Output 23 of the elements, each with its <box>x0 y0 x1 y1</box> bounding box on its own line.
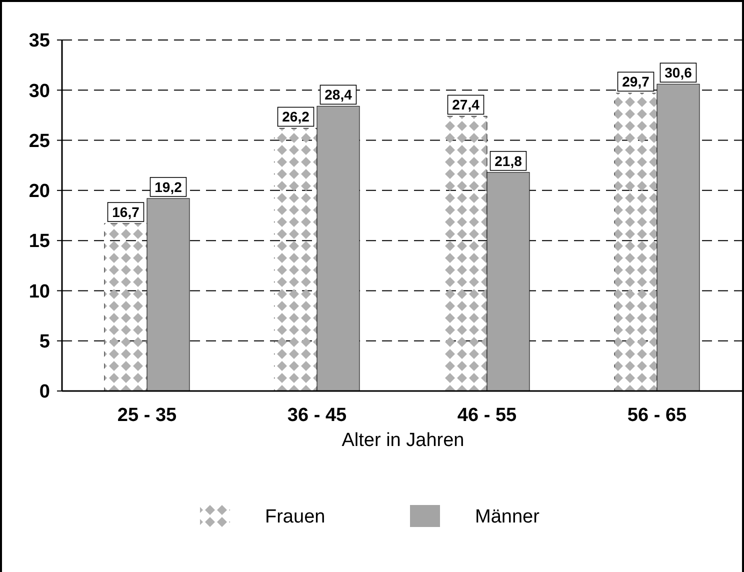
legend-label: Frauen <box>265 506 326 528</box>
data-label: 16,7 <box>112 204 140 220</box>
data-label: 19,2 <box>154 178 182 195</box>
y-tick-label: 5 <box>39 332 50 353</box>
y-tick-label: 35 <box>28 30 50 52</box>
data-label: 21,8 <box>494 152 522 169</box>
data-label: 26,2 <box>282 108 310 125</box>
y-tick-label: 30 <box>28 80 50 102</box>
y-tick-label: 25 <box>28 130 50 152</box>
data-label: 27,4 <box>452 96 480 113</box>
y-tick-label: 0 <box>39 382 50 403</box>
data-label: 30,6 <box>664 64 692 81</box>
x-tick-label: 36 - 45 <box>287 405 348 426</box>
data-label: 29,7 <box>622 74 650 90</box>
x-tick-label: 25 - 35 <box>117 405 178 426</box>
x-tick-label: 46 - 55 <box>457 405 518 426</box>
legend-label: Männer <box>475 506 540 528</box>
y-tick-label: 15 <box>28 231 50 252</box>
x-tick-label: 56 - 65 <box>627 405 688 426</box>
y-tick-label: 10 <box>28 281 50 302</box>
data-label: 28,4 <box>324 86 352 103</box>
x-axis-title: Alter in Jahren <box>342 430 464 451</box>
y-tick-label: 20 <box>28 181 50 202</box>
